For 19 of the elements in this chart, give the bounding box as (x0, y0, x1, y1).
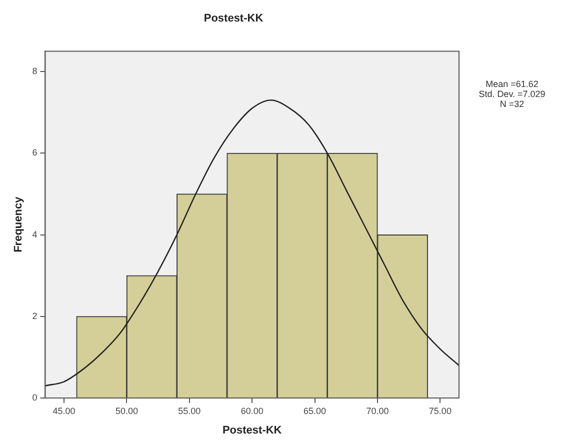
x-tick-label: 45.00 (52, 406, 76, 416)
y-tick-label: 8 (32, 66, 38, 76)
text: N =32 (500, 98, 524, 109)
x-tick-label: 75.00 (428, 406, 452, 416)
chart-title: Postest-KK (204, 12, 264, 25)
y-tick-label: 2 (32, 310, 38, 321)
x-tick-label: 60.00 (240, 406, 264, 416)
y-axis-title: Frequency (12, 196, 25, 252)
y-tick-label: 6 (32, 148, 38, 158)
text: Std. Dev. =7.029 (478, 88, 546, 99)
y-tick-label: 0 (32, 392, 38, 402)
x-tick-label: 70.00 (366, 406, 389, 416)
y-tick-label: 4 (32, 229, 38, 240)
x-axis-title: Postest-KK (222, 424, 282, 436)
text: Mean =61.62 (486, 78, 538, 89)
x-tick-label: 50.00 (115, 406, 138, 416)
x-tick-label: 65.00 (304, 406, 326, 416)
line-series (45, 100, 459, 386)
x-tick-label: 55.00 (178, 406, 201, 416)
